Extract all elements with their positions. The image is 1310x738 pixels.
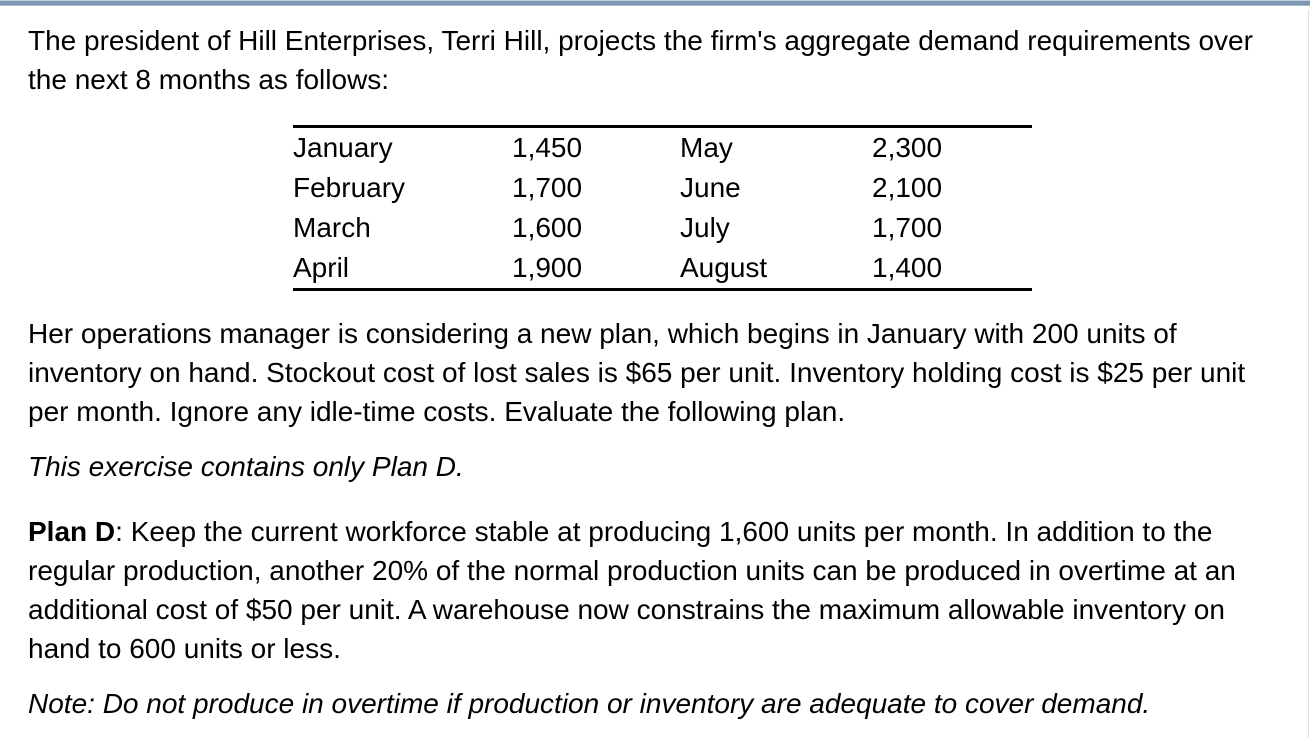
exercise-scope-note: This exercise contains only Plan D. (28, 451, 464, 482)
demand-cell: 1,700 (872, 212, 943, 243)
demand-cell: 1,600 (512, 212, 583, 243)
month-cell: July (680, 212, 730, 243)
month-cell: March (293, 212, 371, 243)
month-cell: May (680, 132, 733, 163)
plan-d-label: Plan D (28, 516, 116, 547)
plan-intro-paragraph: Her operations manager is considering a … (28, 318, 1246, 427)
table-row: April 1,900 August 1,400 (293, 248, 1032, 290)
demand-table: January 1,450 May 2,300 February 1,700 J… (293, 125, 1032, 291)
month-cell: February (293, 172, 406, 203)
bottom-note: Note: Do not produce in overtime if prod… (28, 688, 1151, 719)
table-row: February 1,700 June 2,100 (293, 168, 1032, 208)
right-edge-line (1308, 10, 1309, 738)
intro-paragraph: The president of Hill Enterprises, Terri… (28, 25, 1253, 95)
top-accent-bar (0, 0, 1310, 7)
table-row: January 1,450 May 2,300 (293, 127, 1032, 169)
plan-d-paragraph: Plan D: Keep the current workforce stabl… (28, 512, 1282, 668)
demand-cell: 1,450 (512, 132, 583, 163)
month-cell: June (680, 172, 741, 203)
month-cell: January (293, 132, 393, 163)
problem-statement: The president of Hill Enterprises, Terri… (0, 21, 1310, 723)
plan-d-text: : Keep the current workforce stable at p… (28, 516, 1236, 664)
month-cell: August (680, 252, 768, 283)
table-row: March 1,600 July 1,700 (293, 208, 1032, 248)
demand-cell: 2,100 (872, 172, 943, 203)
demand-cell: 1,400 (872, 252, 943, 283)
demand-cell: 1,900 (512, 252, 583, 283)
month-cell: April (293, 252, 350, 283)
demand-cell: 1,700 (512, 172, 583, 203)
demand-cell: 2,300 (872, 132, 943, 163)
